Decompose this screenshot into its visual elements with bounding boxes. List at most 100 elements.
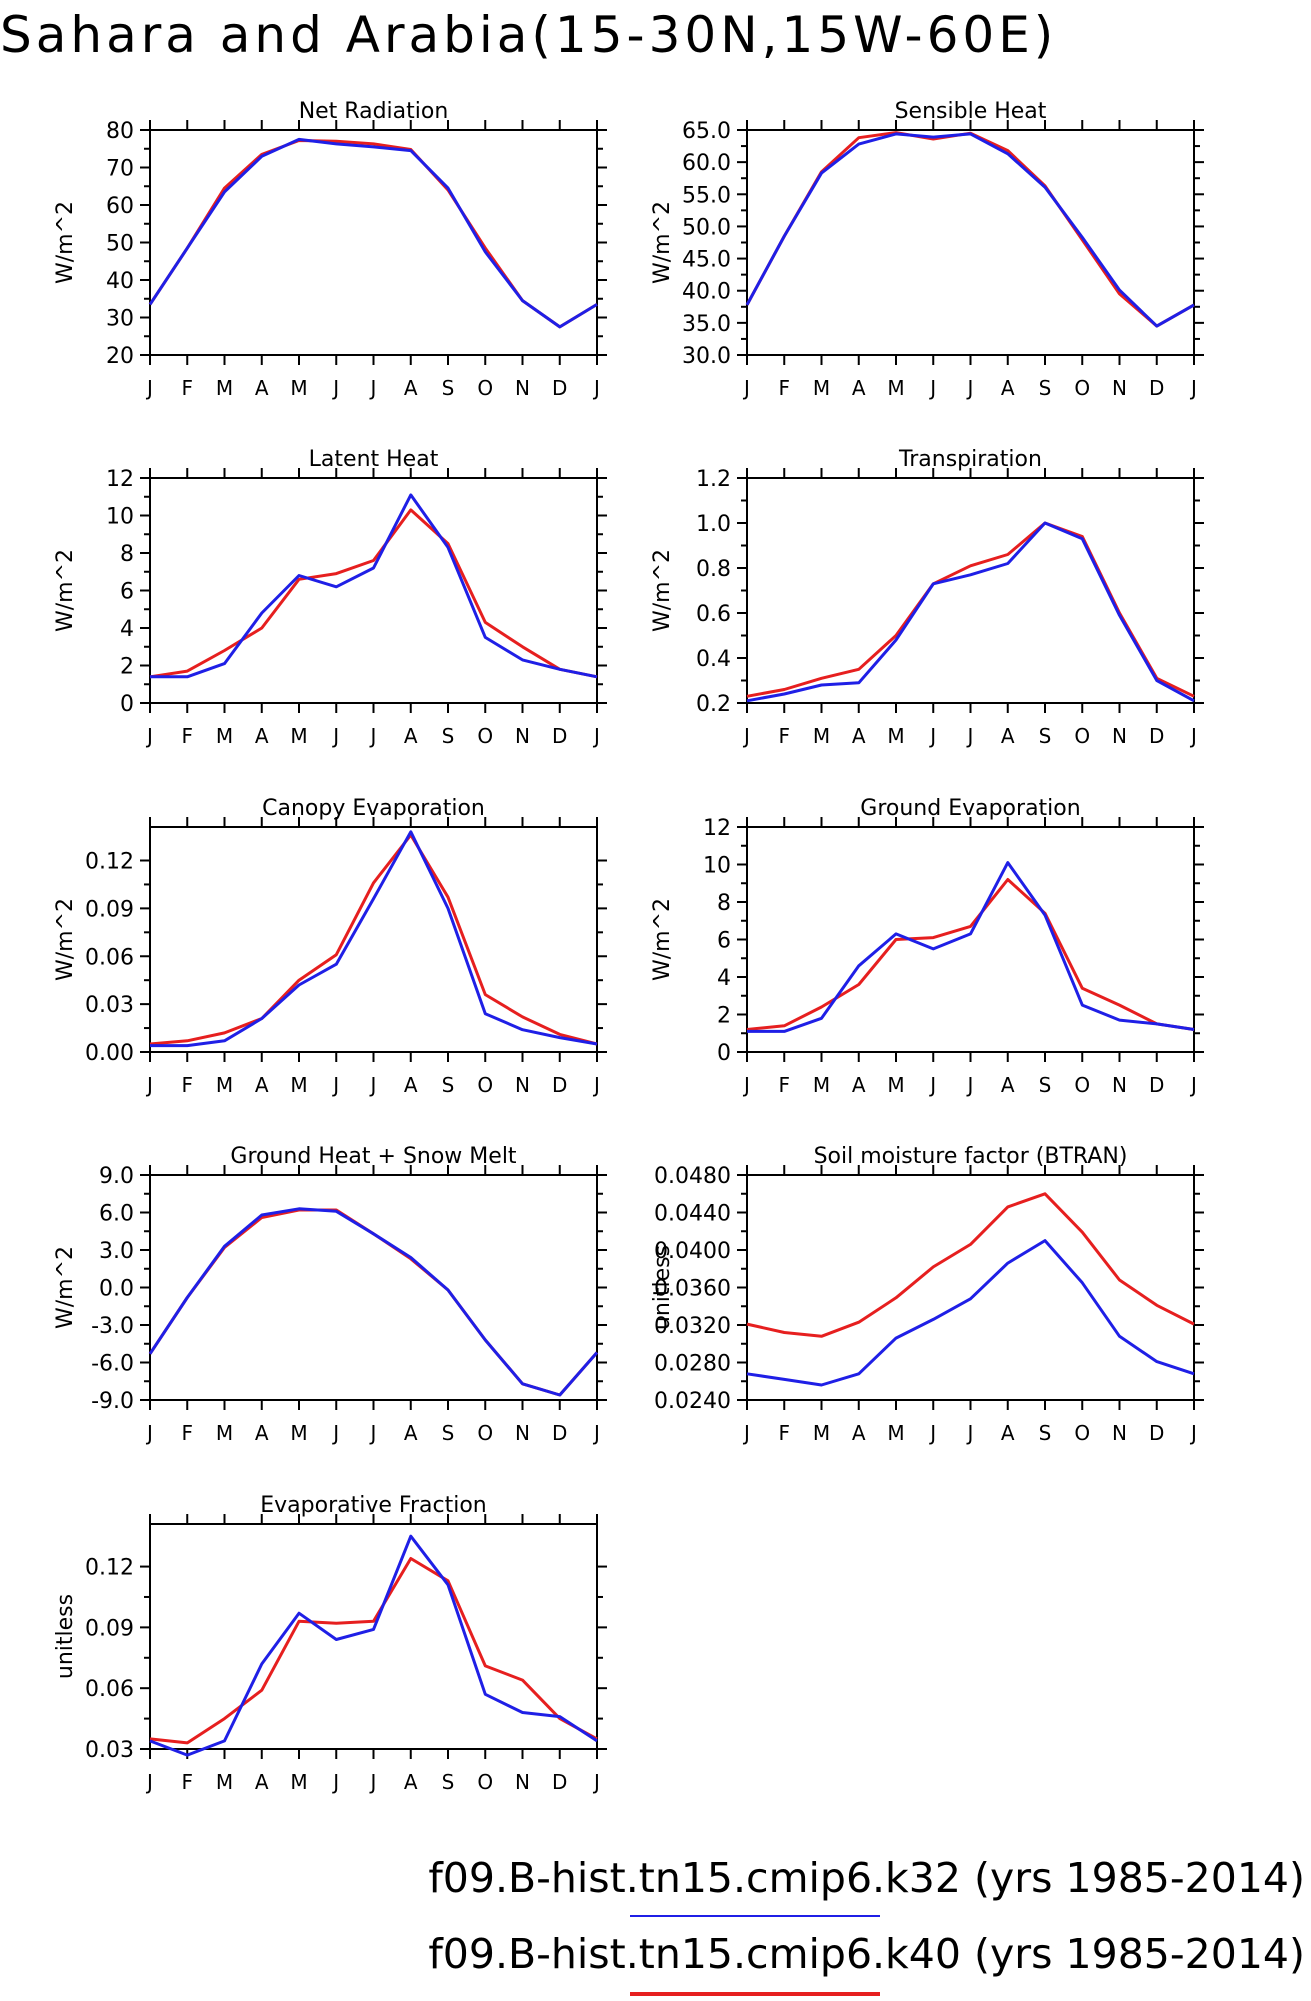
x-tick-label: F xyxy=(181,376,193,400)
y-tick-label: 6 xyxy=(717,929,731,954)
panel-sensible-heat: J F M A M J J A S O N D J30.035.040.045.050.055.060.… xyxy=(650,99,1204,400)
x-tick-label: S xyxy=(442,376,455,400)
x-tick-label: F xyxy=(181,1421,193,1445)
x-tick-label: O xyxy=(1074,1073,1090,1097)
y-tick-label: 4 xyxy=(717,966,731,991)
series-line-k32 xyxy=(747,861,1195,1033)
x-tick-label: N xyxy=(1112,724,1127,748)
x-tick-label: M xyxy=(813,376,830,400)
y-tick-label: 12 xyxy=(703,816,731,841)
y-tick-label: 0.0440 xyxy=(654,1202,731,1227)
x-tick-label: D xyxy=(1149,724,1164,748)
y-tick-label: 0.0360 xyxy=(654,1277,731,1302)
x-tick-label: J xyxy=(966,1073,974,1097)
x-tick-label: J xyxy=(592,724,600,748)
x-tick-label: A xyxy=(255,1421,269,1445)
x-tick-label: J xyxy=(928,724,936,748)
x-tick-label: A xyxy=(404,1421,418,1445)
x-tick-label: M xyxy=(216,1073,233,1097)
y-tick-label: 0.0480 xyxy=(654,1164,731,1189)
legend-label-k32: f09.B-hist.tn15.cmip6.k32 (yrs 1985-2014… xyxy=(428,1854,1305,1902)
x-tick-label: M xyxy=(887,1421,904,1445)
x-tick-label: M xyxy=(887,724,904,748)
plot-frame-soil-moisture-factor-btran xyxy=(746,1174,1195,1401)
panel-ground-heat-snow-melt: J F M A M J J A S O N D J-9.0-6.0-3.00.03.06.09.0Gro… xyxy=(53,1144,607,1445)
y-tick-label: 50 xyxy=(106,232,134,257)
x-tick-label: J xyxy=(1189,1421,1197,1445)
x-tick-label: M xyxy=(887,1073,904,1097)
y-tick-label: -9.0 xyxy=(91,1389,134,1414)
x-tick-label: N xyxy=(1112,1073,1127,1097)
x-tick-label: S xyxy=(442,1770,455,1794)
y-tick-label: 60 xyxy=(106,194,134,219)
x-tick-label: J xyxy=(742,376,750,400)
y-tick-label: 1.0 xyxy=(696,512,731,537)
x-tick-label: M xyxy=(216,724,233,748)
series-line-k40 xyxy=(746,521,1195,698)
x-tick-label: J xyxy=(331,376,339,400)
x-tick-label: N xyxy=(515,376,530,400)
y-tick-label: 0 xyxy=(717,1041,731,1066)
x-tick-label: O xyxy=(1074,724,1090,748)
x-tick-label: J xyxy=(331,1073,339,1097)
figure-title: Sahara and Arabia(15-30N,15W-60E) xyxy=(0,6,1057,64)
x-tick-label: J xyxy=(966,376,974,400)
x-tick-label: D xyxy=(1149,376,1164,400)
y-tick-label: 0.6 xyxy=(696,602,731,627)
panel-title-latent-heat: Latent Heat xyxy=(309,447,439,472)
y-tick-label: 0 xyxy=(120,692,134,717)
x-tick-label: M xyxy=(216,376,233,400)
x-tick-label: A xyxy=(255,1770,269,1794)
x-tick-label: N xyxy=(515,1073,530,1097)
x-tick-label: A xyxy=(852,724,866,748)
y-tick-label: -6.0 xyxy=(91,1352,134,1377)
plot-frame-latent-heat xyxy=(149,477,598,704)
y-tick-label: 0.09 xyxy=(85,1616,134,1641)
y-tick-label: 80 xyxy=(106,119,134,144)
x-tick-label: J xyxy=(928,1073,936,1097)
panel-title-soil-moisture-factor-btran: Soil moisture factor (BTRAN) xyxy=(814,1144,1128,1169)
x-tick-label: J xyxy=(742,1421,750,1445)
y-tick-label: 0.03 xyxy=(85,1738,134,1763)
x-tick-label: M xyxy=(813,724,830,748)
y-tick-label: 2 xyxy=(717,1004,731,1029)
y-axis-label: W/m^2 xyxy=(53,1246,78,1329)
legend: f09.B-hist.tn15.cmip6.k32 (yrs 1985-2014… xyxy=(428,1854,1305,1996)
panel-title-net-radiation: Net Radiation xyxy=(299,99,449,124)
x-tick-label: M xyxy=(290,1421,307,1445)
x-tick-label: A xyxy=(255,724,269,748)
x-tick-label: F xyxy=(778,376,790,400)
x-tick-label: F xyxy=(778,1421,790,1445)
x-tick-label: J xyxy=(331,1421,339,1445)
y-axis-label: W/m^2 xyxy=(650,898,675,981)
y-tick-label: 0.06 xyxy=(85,945,134,970)
x-tick-label: M xyxy=(290,1073,307,1097)
x-tick-label: J xyxy=(742,724,750,748)
x-tick-label: A xyxy=(1001,1073,1015,1097)
x-tick-label: J xyxy=(1189,376,1197,400)
series-line-k32 xyxy=(150,493,598,679)
y-tick-label: 0.06 xyxy=(85,1677,134,1702)
x-tick-label: J xyxy=(145,1421,153,1445)
x-tick-label: A xyxy=(404,1073,418,1097)
x-tick-label: S xyxy=(1039,1421,1052,1445)
plot-frame-ground-heat-snow-melt xyxy=(149,1174,598,1401)
y-tick-label: 0.00 xyxy=(85,1041,134,1066)
series-line-k40 xyxy=(149,833,598,1046)
panel-title-ground-evaporation: Ground Evaporation xyxy=(860,796,1080,821)
y-tick-label: 20 xyxy=(106,344,134,369)
x-tick-label: D xyxy=(552,724,567,748)
x-tick-label: J xyxy=(592,1073,600,1097)
x-tick-label: O xyxy=(477,1073,493,1097)
y-axis-label: W/m^2 xyxy=(53,549,78,632)
x-tick-label: N xyxy=(1112,376,1127,400)
x-tick-label: A xyxy=(404,724,418,748)
x-tick-label: J xyxy=(592,376,600,400)
y-tick-label: 0.0280 xyxy=(654,1352,731,1377)
x-tick-label: M xyxy=(813,1073,830,1097)
y-tick-label: 12 xyxy=(106,467,134,492)
y-tick-label: 0.8 xyxy=(696,557,731,582)
x-tick-label: F xyxy=(181,724,193,748)
